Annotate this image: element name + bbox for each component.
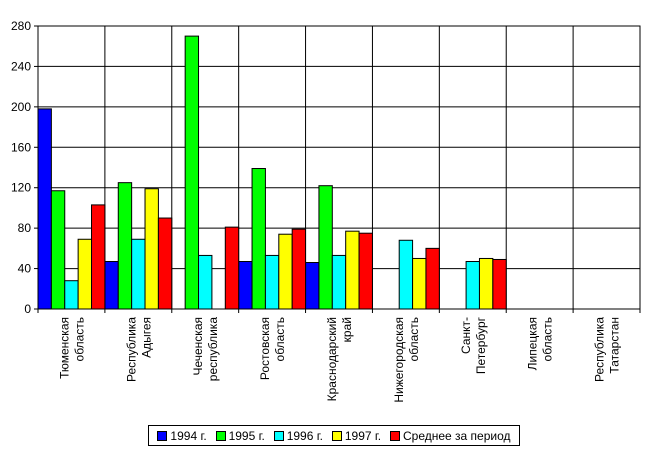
bar [465, 260, 480, 310]
bar [50, 190, 66, 310]
y-tick-label: 40 [18, 262, 32, 276]
bar [492, 258, 507, 310]
bar [318, 185, 333, 310]
x-tick-label-line: Петербург [474, 316, 488, 374]
x-tick-label-line: Республика [593, 317, 607, 382]
legend-item: 1994 г. [157, 428, 207, 443]
x-tick-label-line: Республика [124, 317, 138, 382]
x-tick-label-line: Санкт- [459, 317, 473, 354]
x-tick-label: Краснодарский край [325, 317, 354, 401]
y-tick-label: 280 [11, 19, 31, 33]
plot-frame [37, 25, 641, 310]
x-tick-label-line: Краснодарский [325, 317, 339, 401]
legend-swatch [215, 430, 226, 441]
legend-item: 1996 г. [273, 428, 323, 443]
y-tick-label: 0 [24, 302, 31, 316]
legend-item: 1995 г. [215, 428, 265, 443]
bar [358, 232, 373, 310]
legend-item: 1997 г. [331, 428, 382, 443]
bar [425, 247, 440, 310]
x-tick-label-line: Нижегородская [392, 317, 406, 403]
y-tick-label: 80 [18, 221, 32, 235]
x-tick-label-line: Ростовская [258, 317, 272, 380]
x-tick-label-line: область [72, 317, 86, 361]
x-tick-label: Липецкая область [526, 317, 555, 370]
x-tick-label-line: область [407, 317, 421, 361]
x-tick-label: Ростовская область [258, 317, 287, 380]
x-tick-label-line: Чеченская [191, 317, 205, 376]
x-tick-labels: Тюменская область Республика Адыгея Чеченска… [57, 316, 621, 402]
bar [117, 182, 133, 310]
bar [412, 257, 427, 310]
x-tick-label-line: Липецкая [526, 317, 540, 370]
bar [398, 239, 414, 310]
bar [251, 168, 266, 310]
x-tick-label: Нижегородская область [392, 317, 421, 403]
bar [278, 233, 293, 310]
bar [291, 228, 307, 310]
bar [305, 262, 320, 310]
x-tick-label-line: республика [206, 317, 220, 382]
x-tick-label: Республика Адыгея [124, 317, 153, 382]
bar [184, 35, 200, 310]
legend-label: Среднее за период [402, 428, 511, 443]
legend-item: Среднее за период [389, 428, 511, 443]
bar [37, 108, 52, 310]
legend-label: 1994 г. [170, 428, 207, 443]
bar [331, 254, 347, 310]
legend-swatch [389, 430, 400, 441]
bar [64, 280, 79, 310]
bars [37, 35, 507, 310]
bar [104, 260, 119, 310]
x-tick-label: Республика Татарстан [593, 317, 622, 382]
legend: 1994 г. 1995 г. 1996 г. 1997 г. Среднее за п… [148, 425, 520, 446]
x-tick-label-line: область [273, 317, 287, 361]
legend-swatch [273, 430, 284, 441]
x-tick-label-line: край [340, 317, 354, 342]
legend-label: 1996 г. [286, 428, 323, 443]
x-tick-label-line: Татарстан [608, 317, 622, 374]
legend-swatch [331, 430, 342, 441]
bar [131, 238, 146, 310]
bar [264, 254, 280, 310]
x-tick-label: Чеченская республика [191, 317, 220, 382]
bar [91, 204, 106, 310]
bar [77, 238, 93, 310]
y-tick-label: 120 [11, 181, 31, 195]
bar [198, 254, 213, 310]
y-tick-label: 200 [11, 100, 31, 114]
bar [224, 226, 240, 310]
bar [478, 257, 494, 310]
x-tick-label-line: Адыгея [139, 317, 153, 358]
x-tick-label: Санкт- Петербург [459, 316, 488, 374]
x-tick-label-line: область [541, 317, 555, 361]
axes [34, 25, 641, 313]
x-tick-label: Тюменская область [57, 317, 86, 379]
legend-label: 1997 г. [344, 428, 382, 443]
bar [144, 188, 159, 310]
bar [345, 230, 360, 310]
y-tick-label: 240 [11, 59, 31, 73]
bar [157, 217, 173, 310]
legend-label: 1995 г. [228, 428, 265, 443]
x-tick-label-line: Тюменская [57, 317, 71, 379]
legend-swatch [157, 430, 168, 441]
y-tick-label: 160 [11, 140, 31, 154]
bar [238, 260, 253, 310]
y-tick-labels: 0 40 80 120 160 200 240 280 [11, 19, 31, 316]
